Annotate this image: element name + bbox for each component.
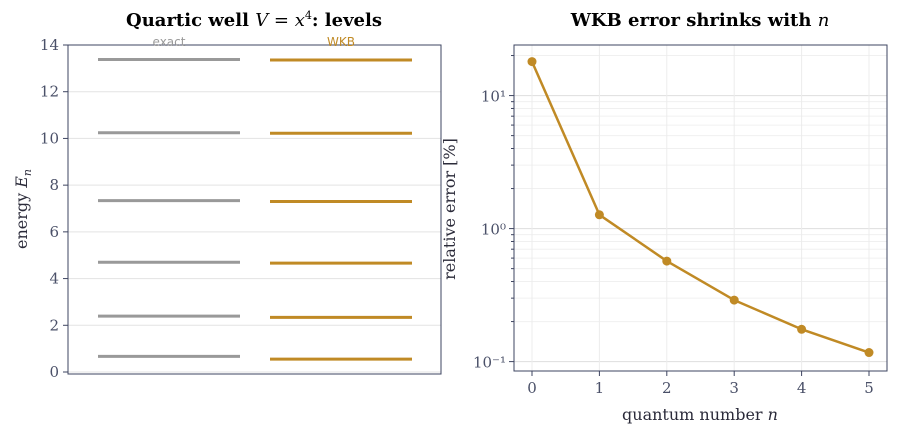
error-gridlines bbox=[514, 45, 887, 371]
error-x-tick-label: 3 bbox=[729, 379, 739, 397]
error-y-axis-label: relative error [%] bbox=[440, 138, 459, 280]
error-point bbox=[729, 295, 739, 305]
error-y-tick-label: 10⁻¹ bbox=[473, 354, 506, 372]
column-header-exact: exact bbox=[153, 35, 186, 49]
error-x-tick-label: 2 bbox=[662, 379, 672, 397]
error-panel: 0 1 2 3 4 5 10⁻¹ 10⁰ 10¹ WKB error shrinks with … bbox=[440, 10, 888, 424]
error-ticks: 0 1 2 3 4 5 10⁻¹ 10⁰ 10¹ bbox=[473, 55, 874, 397]
error-point bbox=[594, 210, 604, 220]
error-plot-frame bbox=[513, 44, 888, 372]
levels-y-tick-label: 12 bbox=[40, 83, 59, 101]
error-y-tick-label: 10¹ bbox=[481, 88, 506, 106]
error-x-tick-label: 4 bbox=[797, 379, 807, 397]
error-series bbox=[527, 57, 874, 358]
levels-column-headers: exact WKB bbox=[153, 35, 355, 49]
levels-y-tick-label: 8 bbox=[49, 176, 59, 194]
levels-title: Quartic well V = x4: levels bbox=[126, 9, 382, 31]
levels-y-tick-label: 6 bbox=[49, 223, 59, 241]
levels-y-ticks: 0 2 4 6 8 10 12 14 bbox=[40, 36, 68, 381]
energy-levels bbox=[98, 58, 412, 361]
error-x-tick-label: 5 bbox=[864, 379, 874, 397]
column-header-wkb: WKB bbox=[327, 35, 355, 49]
error-point bbox=[864, 348, 874, 358]
error-point bbox=[662, 256, 672, 266]
levels-y-axis-label: energy En bbox=[12, 169, 34, 249]
error-x-tick-label: 0 bbox=[527, 379, 537, 397]
levels-y-tick-label: 2 bbox=[49, 316, 59, 334]
error-line bbox=[530, 61, 870, 354]
levels-y-tick-label: 10 bbox=[40, 129, 59, 147]
error-x-axis-label: quantum number n bbox=[622, 405, 778, 424]
error-point bbox=[527, 57, 537, 67]
levels-gridlines bbox=[68, 44, 441, 373]
error-point bbox=[797, 324, 807, 334]
levels-y-tick-label: 0 bbox=[49, 363, 59, 381]
levels-y-tick-label: 14 bbox=[40, 36, 59, 54]
levels-plot-frame bbox=[67, 44, 442, 375]
error-x-tick-label: 1 bbox=[595, 379, 605, 397]
levels-y-tick-label: 4 bbox=[49, 270, 59, 288]
error-y-tick-label: 10⁰ bbox=[481, 221, 506, 239]
error-title: WKB error shrinks with n bbox=[570, 10, 830, 31]
